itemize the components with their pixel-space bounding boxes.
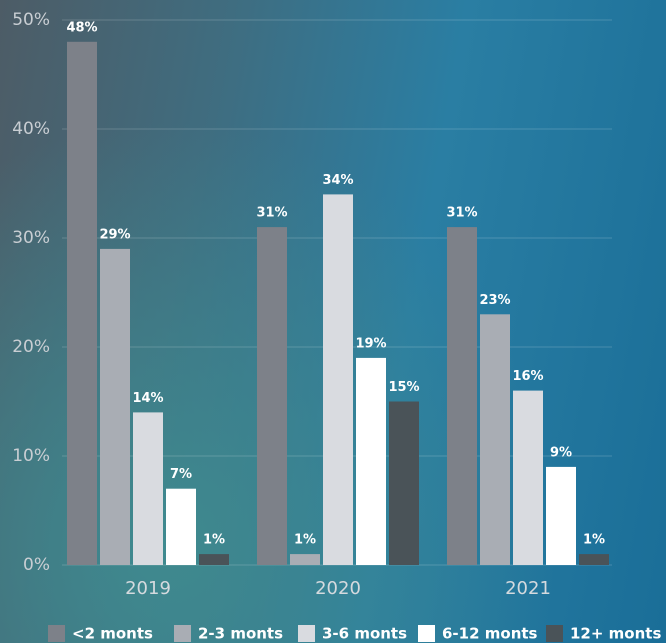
bar xyxy=(513,391,543,565)
bar xyxy=(480,314,510,565)
legend-label: <2 monts xyxy=(72,625,153,643)
bar xyxy=(133,412,163,565)
page: 0% 10% 20% 30% 40% 50% 48% 29% 14% 7% 1% 2019 31% 1% 3… xyxy=(0,0,666,643)
y-tick-label: 50% xyxy=(12,10,50,30)
value-label: 31% xyxy=(446,206,477,221)
value-label: 14% xyxy=(132,391,163,406)
bar xyxy=(290,554,320,565)
chart: 0% 10% 20% 30% 40% 50% 48% 29% 14% 7% 1% 2019 31% 1% 3… xyxy=(0,0,666,643)
y-tick-label: 0% xyxy=(23,555,50,575)
value-label: 19% xyxy=(355,336,386,351)
bar xyxy=(257,227,287,565)
bar xyxy=(323,194,353,565)
bar xyxy=(579,554,609,565)
bar xyxy=(356,358,386,565)
bar xyxy=(447,227,477,565)
x-tick-label: 2019 xyxy=(125,578,171,599)
x-tick-label: 2021 xyxy=(505,578,551,599)
value-label: 48% xyxy=(66,20,97,35)
value-label: 34% xyxy=(322,173,353,188)
legend-swatch xyxy=(546,625,563,642)
bar xyxy=(546,467,576,565)
y-tick-label: 20% xyxy=(12,337,50,357)
bar xyxy=(166,489,196,565)
value-label: 23% xyxy=(479,293,510,308)
y-tick-label: 30% xyxy=(12,228,50,248)
value-label: 9% xyxy=(550,445,572,460)
legend-label: 12+ monts xyxy=(570,625,661,643)
bar xyxy=(67,42,97,565)
legend-swatch xyxy=(418,625,435,642)
value-label: 1% xyxy=(294,533,316,548)
bar xyxy=(199,554,229,565)
value-label: 29% xyxy=(99,227,130,242)
x-tick-label: 2020 xyxy=(315,578,361,599)
value-label: 16% xyxy=(512,369,543,384)
value-label: 1% xyxy=(583,533,605,548)
value-label: 1% xyxy=(203,533,225,548)
legend-swatch xyxy=(298,625,315,642)
legend-label: 2-3 monts xyxy=(198,625,283,643)
value-label: 15% xyxy=(388,380,419,395)
legend-swatch xyxy=(174,625,191,642)
legend-label: 6-12 monts xyxy=(442,625,538,643)
bar xyxy=(389,402,419,566)
y-tick-label: 10% xyxy=(12,446,50,466)
legend-label: 3-6 monts xyxy=(322,625,407,643)
legend-swatch xyxy=(48,625,65,642)
bar xyxy=(100,249,130,565)
value-label: 7% xyxy=(170,467,192,482)
y-tick-label: 40% xyxy=(12,119,50,139)
value-label: 31% xyxy=(256,206,287,221)
